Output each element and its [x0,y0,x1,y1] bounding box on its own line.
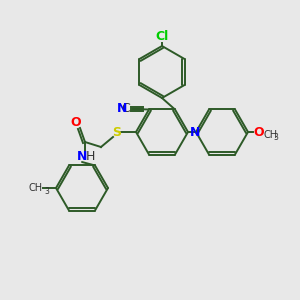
Text: S: S [112,125,122,139]
Text: C: C [122,103,130,116]
Text: O: O [71,116,81,130]
Text: 3: 3 [273,134,278,142]
Text: CH: CH [263,130,277,140]
Text: N: N [117,103,127,116]
Text: Cl: Cl [155,29,169,43]
Text: 3: 3 [44,187,49,196]
Text: H: H [85,151,95,164]
Text: N: N [190,125,200,139]
Text: N: N [77,151,87,164]
Text: CH: CH [29,183,43,193]
Text: O: O [253,125,264,139]
